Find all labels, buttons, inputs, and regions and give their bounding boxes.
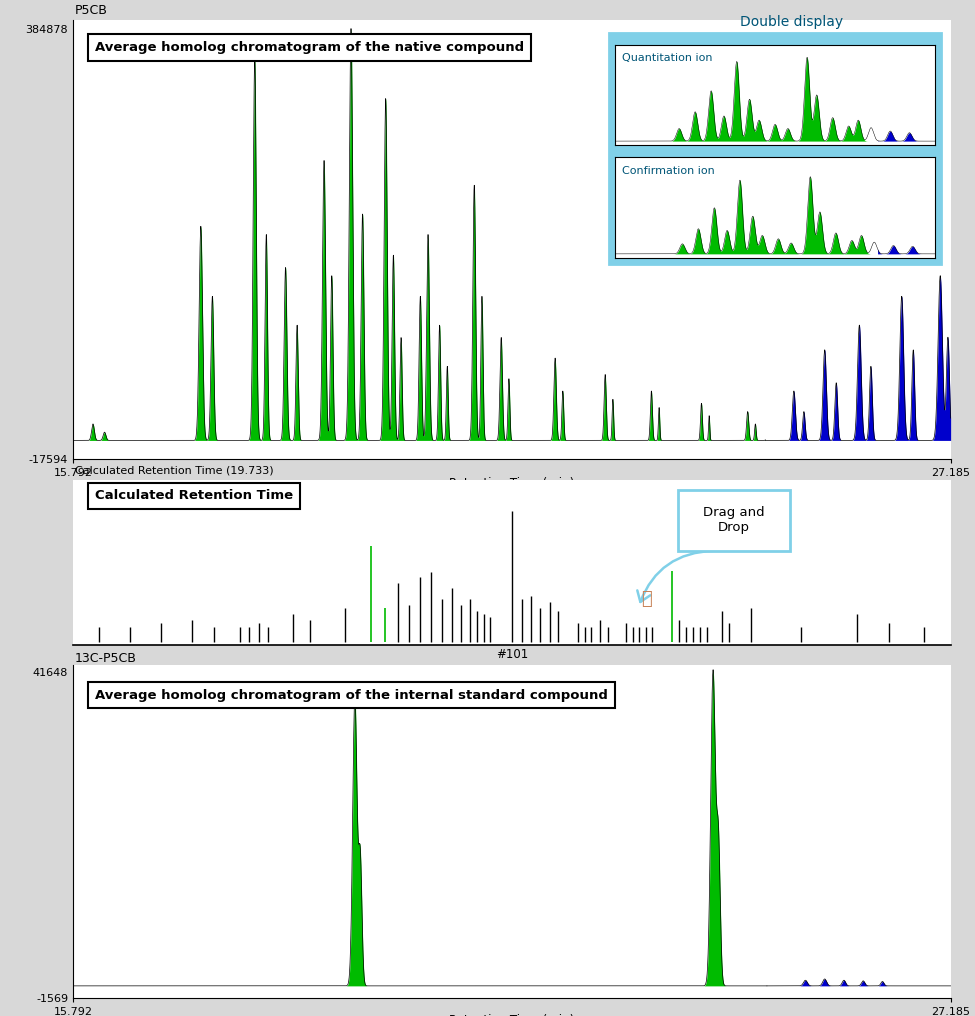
X-axis label: #101: #101 [495, 648, 528, 661]
Text: Drag and
Drop: Drag and Drop [703, 506, 764, 534]
Text: ✋: ✋ [641, 590, 652, 609]
Text: Calculated Retention Time: Calculated Retention Time [96, 490, 293, 503]
Text: Average homolog chromatogram of the internal standard compound: Average homolog chromatogram of the inte… [96, 689, 608, 702]
Text: P5CB: P5CB [75, 4, 108, 17]
Text: Calculated Retention Time (19.733): Calculated Retention Time (19.733) [75, 465, 274, 475]
X-axis label: Retention Time (min): Retention Time (min) [449, 1014, 574, 1016]
Text: Average homolog chromatogram of the native compound: Average homolog chromatogram of the nati… [96, 41, 525, 54]
X-axis label: Retention Time (min): Retention Time (min) [449, 477, 574, 490]
Text: 13C-P5CB: 13C-P5CB [75, 652, 136, 665]
Text: Confirmation ion: Confirmation ion [622, 166, 715, 176]
Text: Double display: Double display [740, 15, 843, 29]
Text: Quantitation ion: Quantitation ion [622, 53, 712, 63]
